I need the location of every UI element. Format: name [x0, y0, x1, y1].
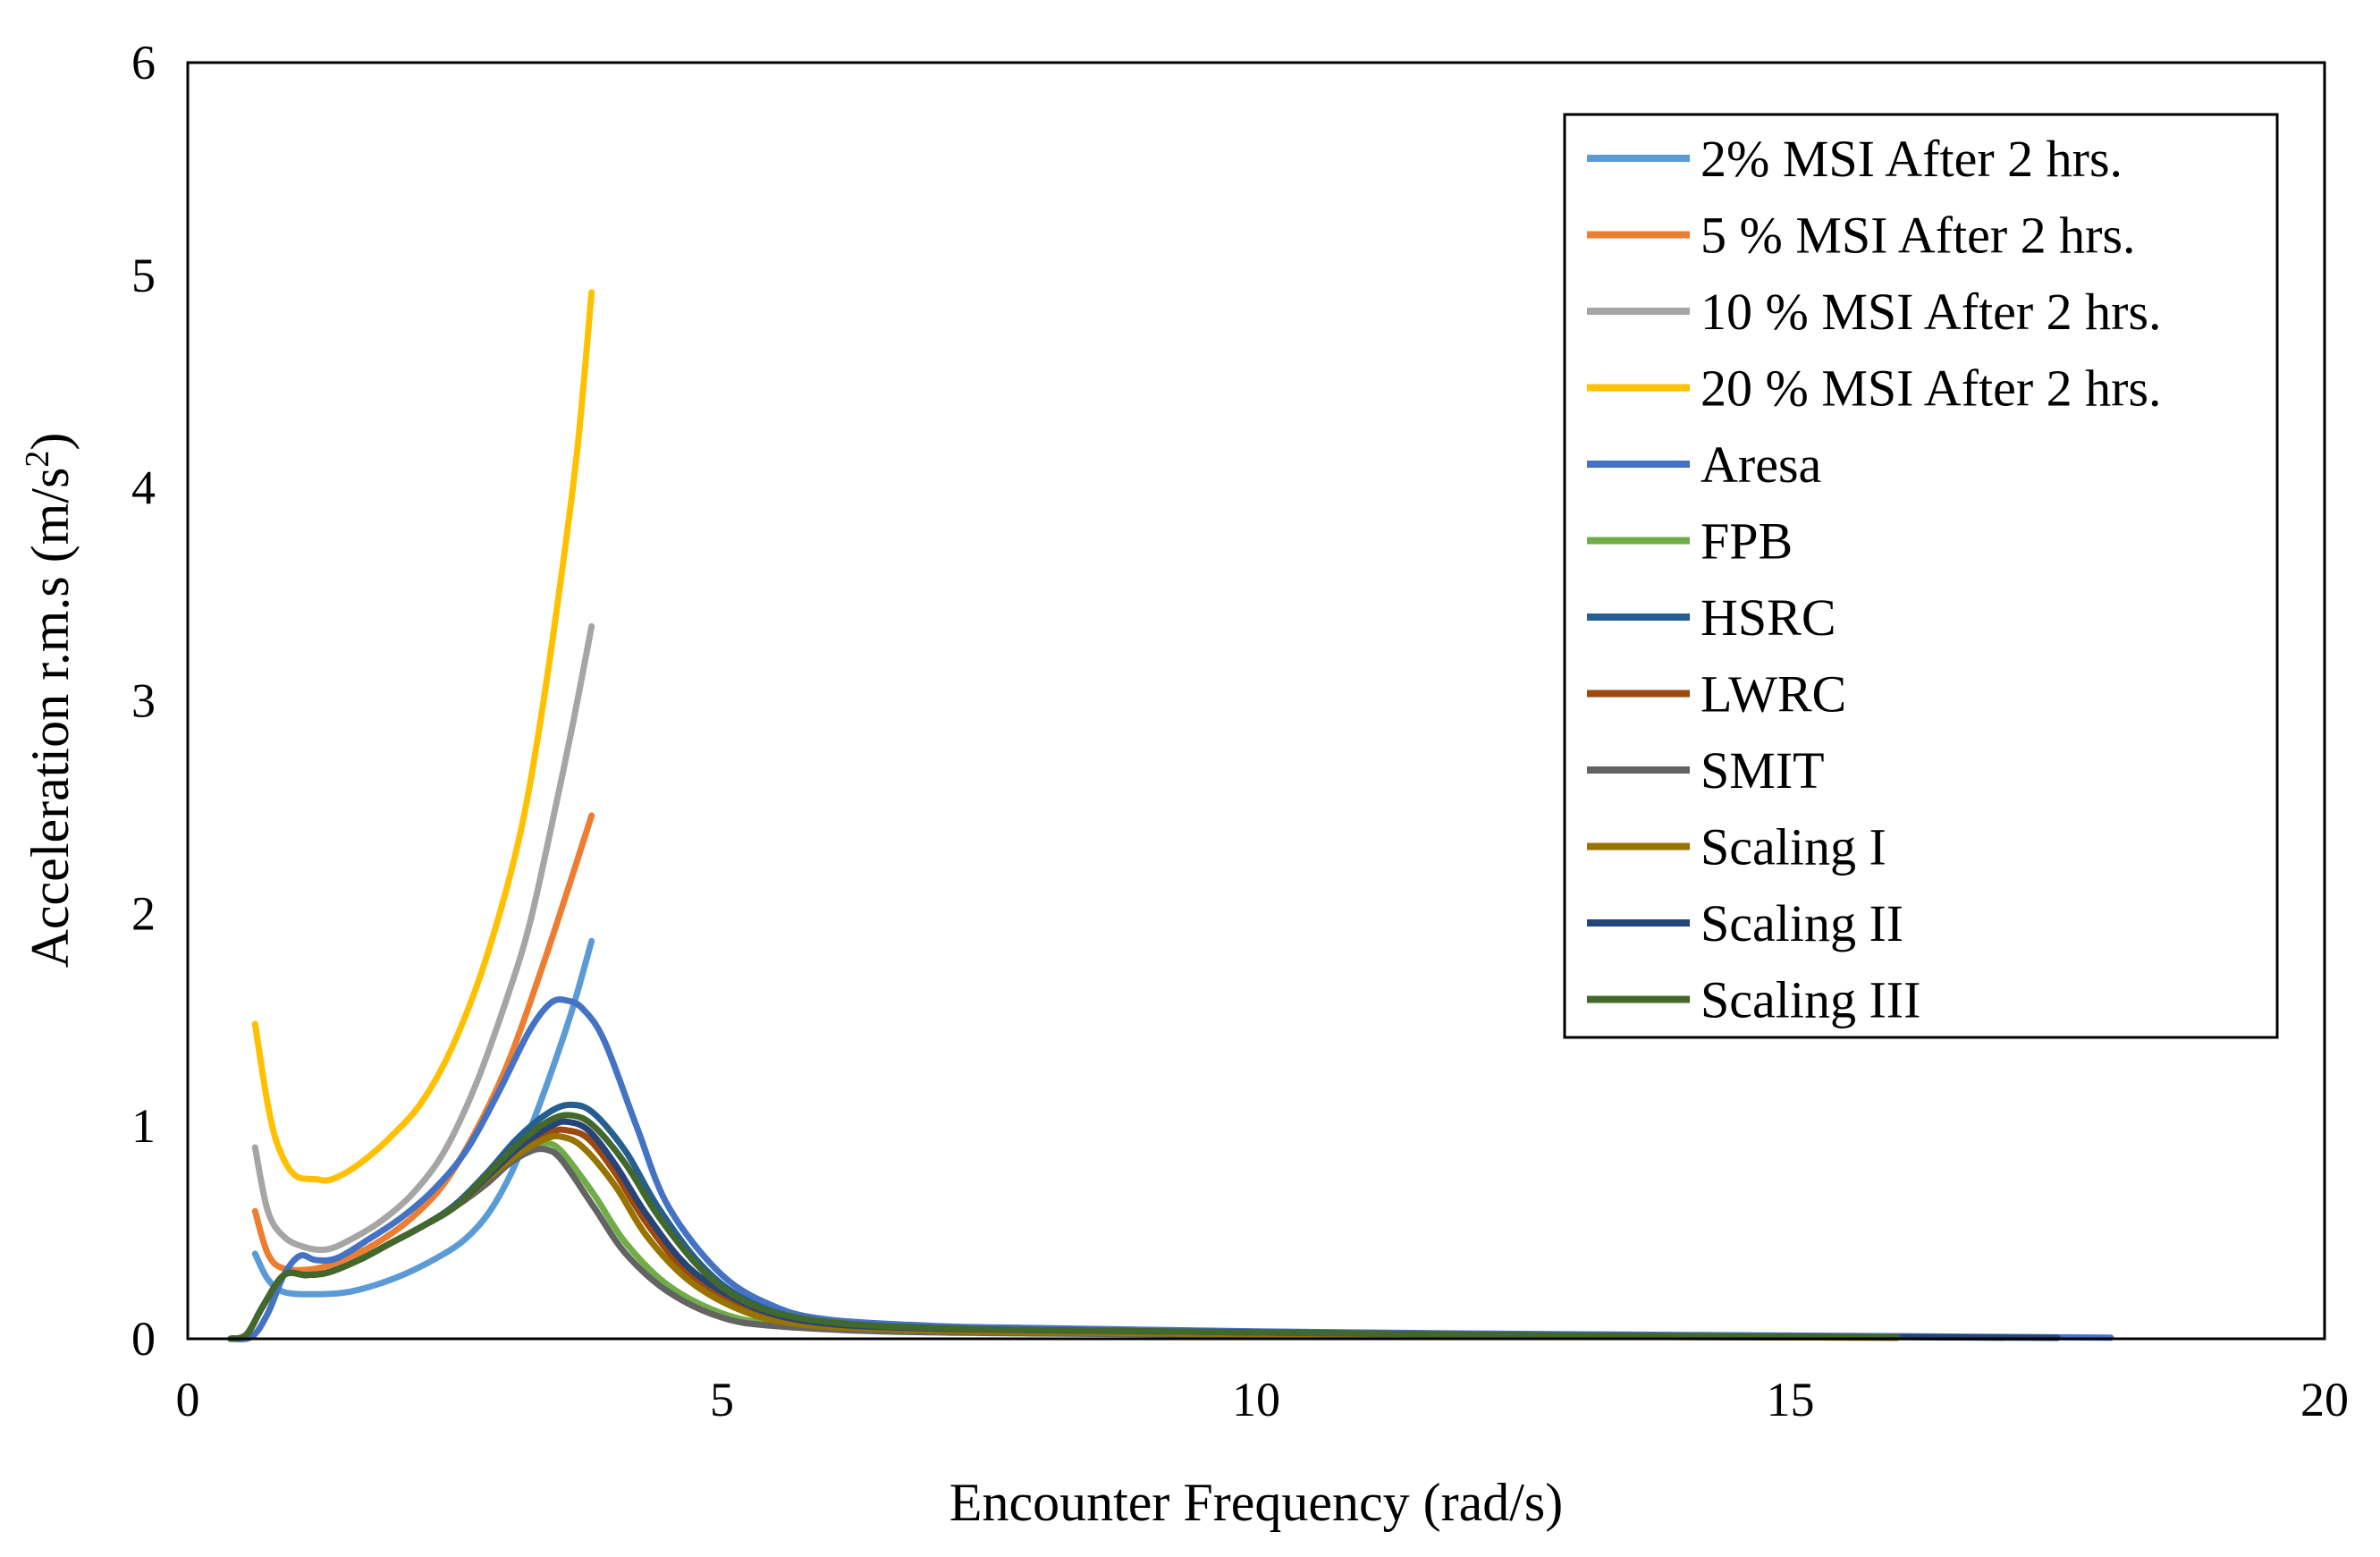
legend-item: HSRC [1587, 588, 1836, 647]
y-tick-label: 4 [131, 461, 156, 515]
legend-label: Scaling III [1701, 971, 1920, 1029]
y-axis-title: Acceleration r.m.s (m/s2) [19, 433, 80, 969]
legend-item: LWRC [1587, 665, 1846, 723]
legend-label: Aresa [1701, 436, 1821, 494]
x-axis: 0 5 10 15 20 [176, 1373, 2350, 1426]
x-tick-label: 20 [2300, 1373, 2349, 1426]
legend-item: SMIT [1587, 741, 1825, 800]
legend-item: Scaling II [1587, 894, 1903, 952]
y-tick-label: 0 [131, 1312, 156, 1366]
plot-area-border [186, 61, 2326, 1341]
series-line-2-msi-after-2-hrs [251, 937, 595, 1298]
legend-label: Scaling II [1701, 894, 1903, 952]
x-tick-label: 10 [1232, 1373, 1280, 1426]
y-tick-label: 6 [131, 36, 156, 89]
legend-item: 2% MSI After 2 hrs. [1587, 130, 2123, 188]
legend-label: 2% MSI After 2 hrs. [1701, 130, 2123, 188]
y-axis-title-close: ) [21, 433, 80, 451]
legend-label: FPB [1701, 512, 1793, 571]
legend-items: 2% MSI After 2 hrs. 5 % MSI After 2 hrs. 1… [1587, 130, 2162, 1029]
x-tick-label: 0 [176, 1373, 200, 1426]
legend: 2% MSI After 2 hrs. 5 % MSI After 2 hrs. 1… [1563, 113, 2279, 1039]
series-layer [227, 289, 2114, 1342]
series-line-scaling-iii [227, 1112, 1901, 1342]
y-axis-title-superscript: 2 [19, 451, 56, 468]
x-tick-label: 15 [1767, 1373, 1815, 1426]
legend-label: 10 % MSI After 2 hrs. [1701, 283, 2162, 341]
legend-item: FPB [1587, 512, 1793, 571]
legend-label: HSRC [1701, 588, 1836, 647]
series-line-20-msi-after-2-hrs [251, 289, 595, 1184]
y-axis-title-main: Acceleration r.m.s (m/s [21, 468, 80, 969]
legend-label: Scaling I [1701, 818, 1886, 876]
y-tick-label: 2 [131, 886, 156, 940]
y-tick-label: 1 [131, 1099, 156, 1153]
x-tick-label: 5 [710, 1373, 734, 1426]
legend-label: 5 % MSI After 2 hrs. [1701, 207, 2136, 265]
legend-label: LWRC [1701, 665, 1846, 723]
legend-label: SMIT [1701, 741, 1825, 800]
legend-item: Aresa [1587, 436, 1821, 494]
x-axis-title: Encounter Frequency (rad/s) [949, 1473, 1563, 1532]
legend-item: Scaling III [1587, 971, 1920, 1029]
legend-box [1563, 113, 2279, 1039]
series-line-10-msi-after-2-hrs [251, 622, 595, 1254]
y-axis: 0 1 2 3 4 5 6 [131, 36, 156, 1366]
legend-item: 5 % MSI After 2 hrs. [1587, 207, 2136, 265]
y-tick-label: 3 [131, 674, 156, 728]
legend-item: 20 % MSI After 2 hrs. [1587, 360, 2162, 418]
legend-label: 20 % MSI After 2 hrs. [1701, 360, 2162, 418]
legend-item: Scaling I [1587, 818, 1886, 876]
y-tick-label: 5 [131, 249, 156, 302]
legend-item: 10 % MSI After 2 hrs. [1587, 283, 2162, 341]
